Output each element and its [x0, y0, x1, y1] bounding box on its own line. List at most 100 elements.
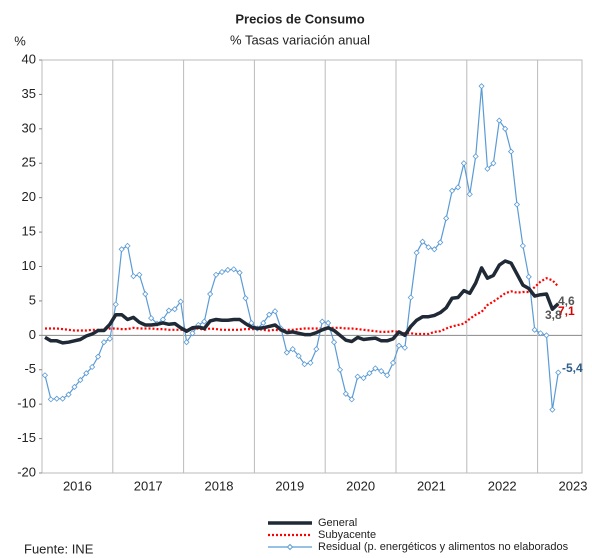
y-tick-label: 40 — [22, 51, 36, 66]
marker — [502, 125, 509, 132]
marker — [142, 290, 149, 298]
y-tick-label: 10 — [22, 258, 36, 273]
x-tick-label: 2021 — [417, 478, 446, 493]
marker — [319, 318, 326, 325]
legend-label: General — [318, 517, 357, 529]
marker — [94, 353, 102, 360]
y-tick-label: 30 — [22, 120, 36, 135]
y-tick-label: 0 — [29, 327, 36, 342]
marker — [236, 269, 243, 276]
marker — [212, 271, 220, 278]
marker — [112, 301, 119, 308]
marker — [490, 160, 497, 167]
chart-title: Precios de Consumo — [235, 11, 364, 26]
marker — [271, 308, 279, 315]
end-label: 4,6 — [558, 294, 575, 308]
x-tick-label: 2022 — [488, 478, 517, 493]
marker — [148, 315, 155, 322]
marker — [378, 368, 385, 375]
legend-label: Residual (p. energéticos y alimentos no … — [318, 541, 569, 553]
legend-label: Subyacente — [318, 529, 376, 541]
marker — [83, 370, 90, 377]
marker — [47, 396, 54, 403]
marker — [71, 383, 78, 391]
marker — [59, 395, 66, 402]
marker — [124, 242, 131, 249]
marker — [425, 244, 432, 251]
marker — [407, 294, 414, 301]
marker — [531, 326, 538, 333]
chart-subtitle: % Tasas variación anual — [230, 32, 370, 47]
y-tick-label: 25 — [22, 155, 36, 170]
marker — [106, 335, 113, 342]
marker — [230, 266, 237, 273]
y-tick-label: 15 — [22, 224, 36, 239]
marker — [313, 346, 320, 353]
marker — [537, 330, 544, 337]
marker — [484, 165, 491, 172]
marker — [260, 319, 267, 327]
y-tick-label: -15 — [17, 430, 36, 445]
marker — [543, 332, 550, 339]
marker — [201, 318, 208, 325]
x-tick-label: 2020 — [346, 478, 375, 493]
marker — [354, 373, 361, 380]
marker — [513, 201, 521, 208]
marker — [207, 290, 214, 298]
marker — [478, 83, 485, 90]
marker — [336, 366, 344, 373]
marker — [360, 374, 367, 382]
marker — [454, 184, 462, 191]
y-tick-label: -20 — [17, 464, 36, 479]
marker — [301, 361, 308, 368]
marker — [177, 298, 184, 305]
end-label: -5,4 — [562, 361, 583, 375]
marker — [218, 268, 226, 276]
marker — [183, 339, 190, 346]
marker — [395, 342, 403, 349]
marker — [77, 377, 84, 384]
y-tick-label: -5 — [24, 361, 36, 376]
marker — [41, 372, 49, 379]
marker — [525, 273, 532, 280]
marker — [431, 246, 438, 253]
x-tick-label: 2017 — [134, 478, 163, 493]
marker — [242, 295, 249, 302]
marker — [443, 215, 450, 222]
marker — [437, 239, 444, 246]
annotation: 3,8 — [545, 308, 562, 322]
marker — [401, 344, 408, 351]
source: Fuente: INE — [24, 541, 94, 556]
marker — [325, 319, 332, 327]
marker — [136, 271, 143, 278]
x-tick-label: 2016 — [63, 478, 92, 493]
marker — [549, 406, 556, 413]
marker — [555, 369, 562, 376]
marker — [53, 395, 60, 402]
marker — [419, 238, 426, 245]
marker — [100, 339, 108, 346]
marker — [118, 246, 125, 253]
marker — [266, 311, 273, 318]
marker — [330, 339, 338, 346]
marker — [342, 390, 349, 397]
x-tick-label: 2023 — [559, 478, 588, 493]
marker — [472, 153, 479, 160]
marker — [413, 249, 420, 256]
marker — [448, 187, 456, 194]
marker — [89, 363, 96, 371]
end-label: 7,1 — [558, 304, 575, 318]
marker — [295, 352, 302, 360]
marker — [165, 307, 172, 314]
marker — [283, 349, 290, 356]
legend-marker — [286, 543, 294, 551]
marker — [130, 273, 137, 280]
marker — [460, 160, 467, 167]
series-line — [44, 85, 559, 411]
marker — [224, 266, 231, 274]
marker — [65, 391, 72, 398]
y-tick-label: 35 — [22, 86, 36, 101]
marker — [519, 242, 526, 249]
marker — [189, 330, 196, 337]
